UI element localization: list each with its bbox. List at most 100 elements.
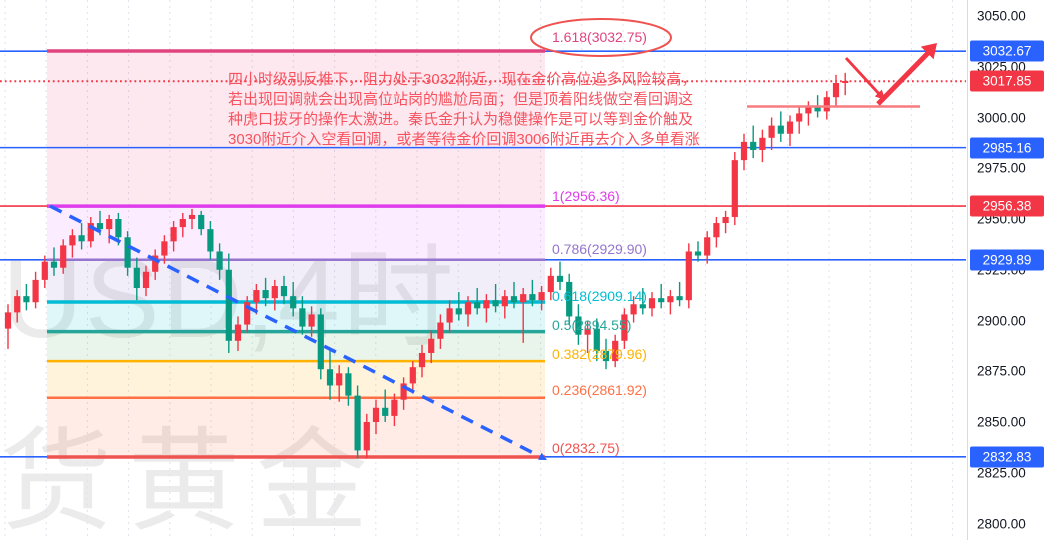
candle-body — [740, 141, 748, 161]
candle-body — [658, 298, 665, 303]
descending-trendline[interactable] — [49, 204, 544, 460]
candle-body — [704, 237, 711, 256]
ellipse-highlight[interactable] — [530, 18, 672, 57]
candle-body — [713, 223, 720, 238]
candle-body — [345, 373, 352, 396]
trendline-arrowhead — [538, 452, 547, 460]
candles — [4, 72, 849, 459]
price-badge-2956.38: 2956.38 — [970, 195, 1044, 217]
price-badge-3017.85: 3017.85 — [970, 70, 1044, 92]
candle-body — [4, 312, 12, 329]
candle-body — [96, 223, 104, 230]
candle-body — [234, 324, 242, 341]
candle-body — [32, 279, 39, 303]
candle-body — [630, 304, 637, 315]
candle-body — [363, 422, 370, 451]
candle-body — [409, 367, 416, 384]
analysis-text-line: 若出现回调就会出现高位站岗的尴尬局面；但是顶着阳线做空看回调这 — [228, 91, 694, 108]
candle-body — [216, 251, 223, 270]
candle-body — [556, 275, 564, 282]
candle-body — [455, 308, 462, 315]
candle-body — [593, 328, 600, 351]
axis-tick-3025.00: 3025.00 — [977, 59, 1026, 75]
candle-body — [23, 296, 30, 303]
axis-tick-3050.00: 3050.00 — [977, 8, 1026, 24]
candle-body — [796, 113, 803, 122]
axis-tick-2850.00: 2850.00 — [977, 414, 1026, 430]
candle-body — [823, 97, 830, 112]
axis-tick-2900.00: 2900.00 — [977, 313, 1026, 328]
rally-arrowhead — [920, 43, 937, 60]
analysis-text-line: 3030附近介入空看回调，或者等待金价回调3006附近再去介入多单看涨 — [228, 131, 700, 148]
candle-body — [14, 296, 21, 313]
candle-body — [133, 267, 140, 289]
candle-body — [336, 373, 343, 386]
candle-body — [492, 300, 499, 307]
candle-body — [694, 251, 702, 256]
candle-body — [685, 251, 692, 301]
price-axis[interactable]: 3050.003025.003000.002975.002950.002925.… — [967, 0, 1047, 540]
candle-body — [759, 137, 766, 150]
rally-arrow[interactable] — [876, 50, 931, 106]
analysis-text-note[interactable]: 四小时级别反推下，阻力处于3032附近，现在金价高位追多风险较高， 若出现回调就会… — [228, 70, 720, 150]
candle-body — [382, 407, 389, 416]
candle-body — [464, 302, 472, 315]
analysis-text-line: 四小时级别反推下，阻力处于3032附近，现在金价高位追多风险较高， — [228, 71, 697, 88]
candle-body — [41, 261, 48, 280]
candle-body — [602, 350, 610, 362]
candle-body — [372, 407, 380, 422]
fib-label-0.382: 0.382(2879.96) — [552, 346, 647, 362]
candle-body — [78, 235, 85, 242]
candle-body — [483, 300, 490, 309]
candle-body — [750, 141, 757, 150]
candle-body — [115, 219, 122, 238]
chart-area[interactable]: USD,4时 货黄金 四小时级别反推下，阻力处于3032附近，现在金价高位追多风… — [0, 0, 967, 540]
price-badge-2832.83: 2832.83 — [970, 446, 1044, 468]
candle-body — [400, 383, 407, 400]
candle-body — [124, 237, 131, 268]
candle-body — [50, 261, 58, 268]
candle-body — [391, 399, 398, 416]
candle-body — [437, 322, 444, 339]
candle-body — [225, 269, 232, 341]
candle-body — [575, 316, 582, 335]
gridlines — [4, 0, 954, 540]
candle-body — [667, 296, 674, 303]
candle-body — [87, 223, 94, 242]
fib-label-0: 0(2832.75) — [552, 440, 620, 456]
candle-body — [244, 302, 251, 325]
candle-body — [161, 241, 168, 256]
candle-body — [566, 281, 573, 317]
axis-tick-2825.00: 2825.00 — [977, 465, 1026, 481]
candle-body — [308, 314, 315, 327]
fib-bands — [47, 51, 545, 458]
candle-body — [501, 296, 508, 307]
candle-body — [106, 219, 113, 230]
candle-body — [354, 395, 361, 451]
candle-body — [639, 304, 646, 309]
candle-body — [612, 340, 619, 362]
candle-body — [299, 308, 306, 327]
candle-body — [188, 214, 196, 219]
price-badge-2929.89: 2929.89 — [970, 249, 1044, 271]
candle-body — [280, 285, 288, 297]
fib-label-0.236: 0.236(2861.92) — [552, 382, 647, 398]
candlestick-chart-canvas[interactable] — [0, 0, 967, 540]
axis-tick-2800.00: 2800.00 — [977, 516, 1026, 531]
pullback-arrow[interactable] — [844, 57, 883, 97]
candle-body — [317, 314, 324, 370]
fib-label-0.786: 0.786(2929.90) — [552, 241, 647, 257]
fib-label-0.5: 0.5(2894.55) — [552, 317, 632, 333]
candle-body — [198, 214, 205, 230]
candle-body — [722, 216, 729, 224]
candle-body — [676, 296, 683, 301]
candle-body — [842, 80, 849, 83]
candle-body — [446, 308, 453, 323]
candle-body — [538, 292, 545, 301]
fib-label-0.618: 0.618(2909.14) — [552, 288, 647, 304]
candle-body — [621, 314, 628, 341]
price-badge-2985.16: 2985.16 — [970, 137, 1044, 159]
candle-body — [142, 271, 150, 289]
candle-body — [510, 296, 518, 303]
